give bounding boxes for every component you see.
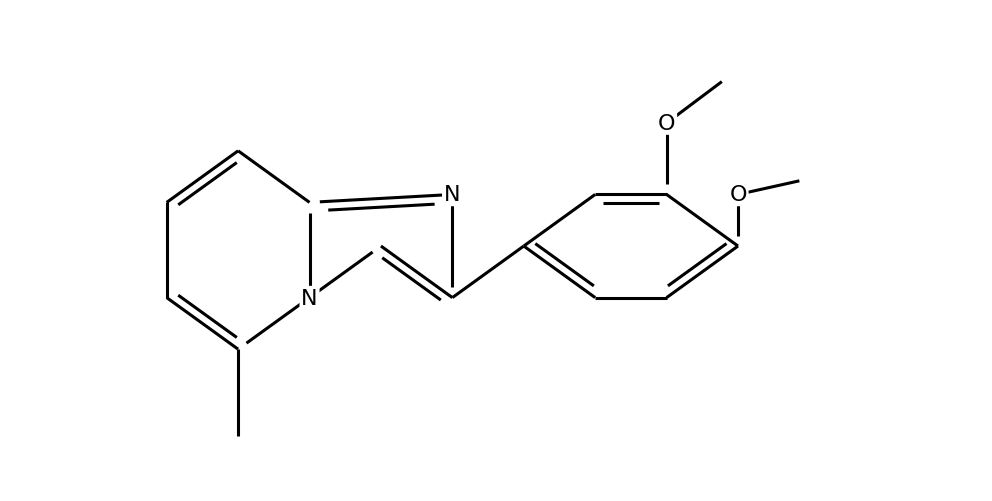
Text: O: O xyxy=(729,185,747,205)
Text: O: O xyxy=(658,114,676,134)
Text: N: N xyxy=(302,288,317,308)
Text: N: N xyxy=(444,185,460,205)
